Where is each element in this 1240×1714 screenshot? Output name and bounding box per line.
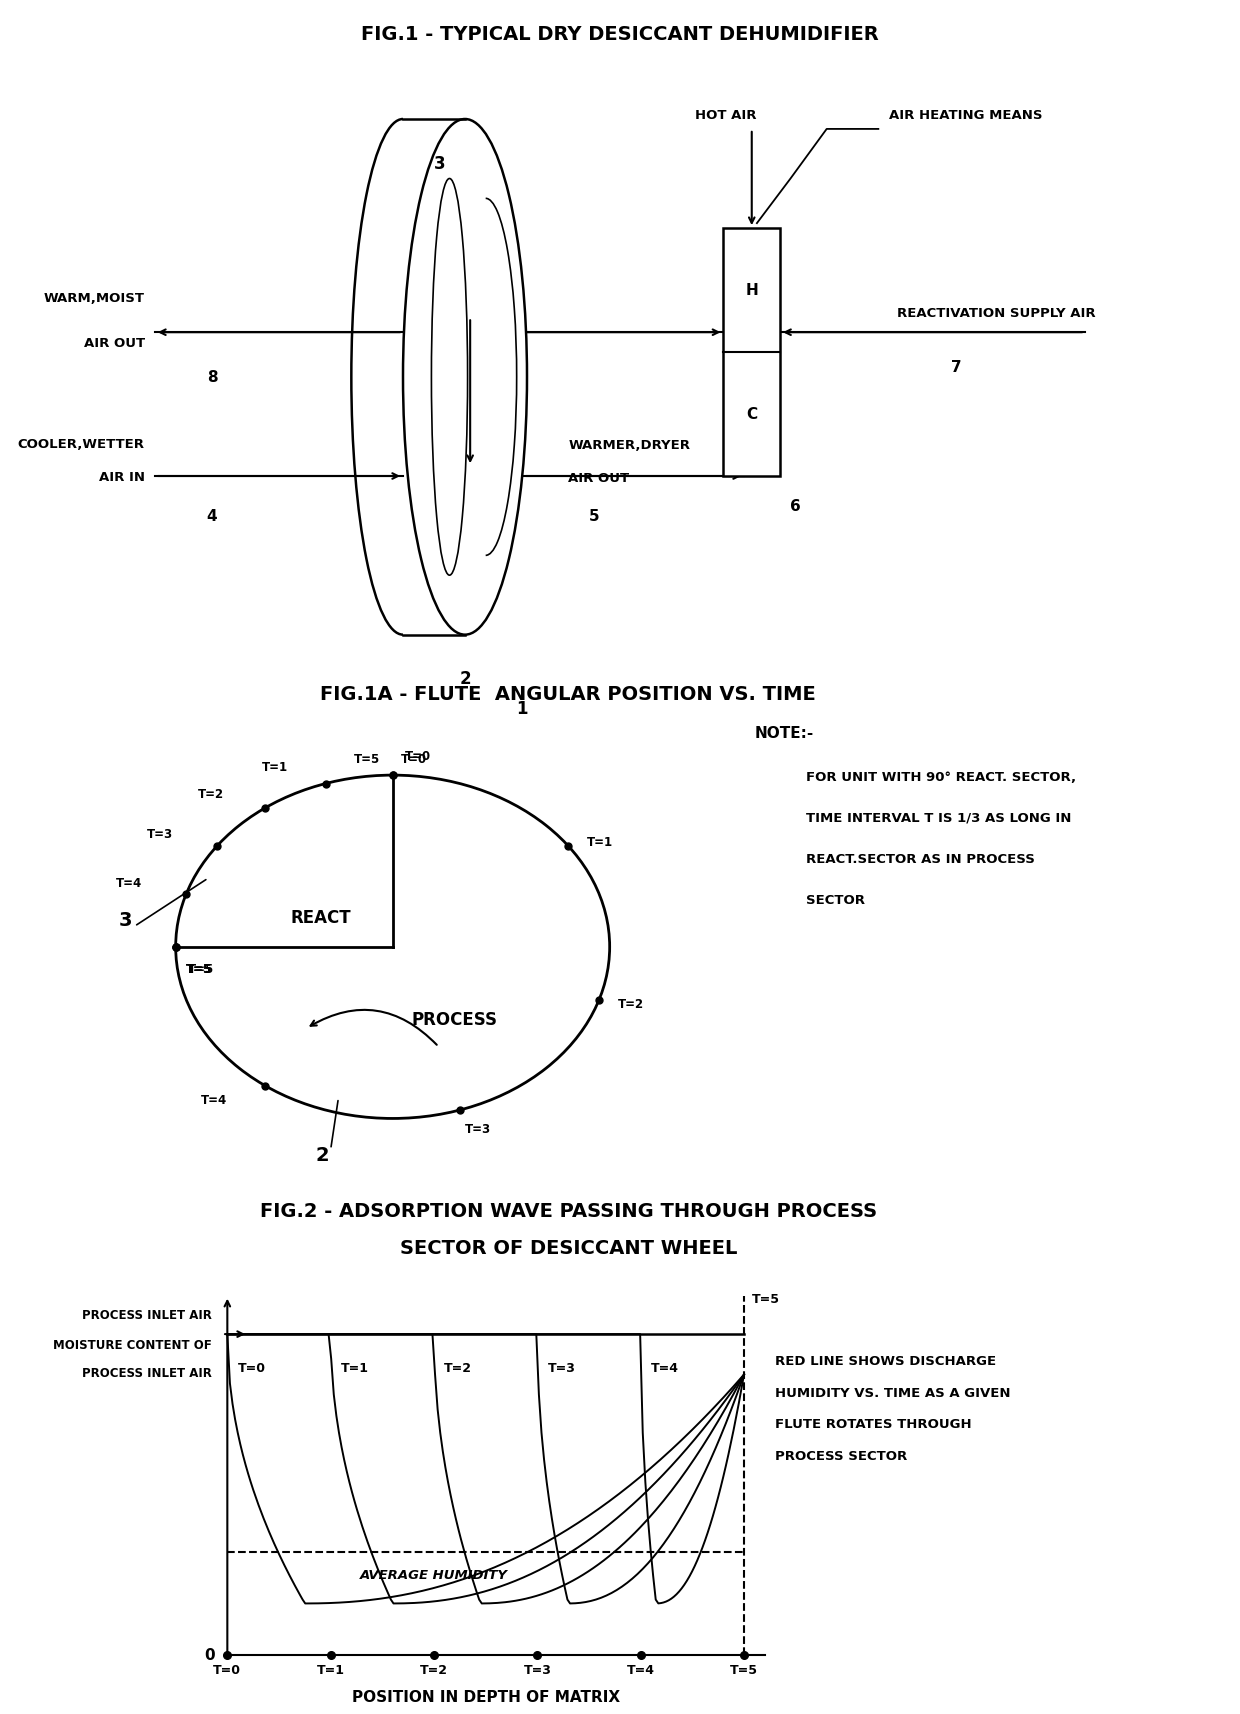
Text: 6: 6 — [791, 499, 801, 514]
Text: 4: 4 — [207, 509, 217, 524]
Ellipse shape — [403, 118, 527, 634]
Text: T=1: T=1 — [341, 1363, 370, 1375]
Text: T=5: T=5 — [188, 963, 215, 975]
Text: PROCESS: PROCESS — [412, 1011, 497, 1030]
Text: C: C — [746, 406, 758, 422]
Text: 0: 0 — [205, 1649, 216, 1663]
Text: FLUTE ROTATES THROUGH: FLUTE ROTATES THROUGH — [775, 1417, 972, 1431]
Text: FIG.1 - TYPICAL DRY DESICCANT DEHUMIDIFIER: FIG.1 - TYPICAL DRY DESICCANT DEHUMIDIFI… — [361, 24, 879, 45]
Text: T=3: T=3 — [548, 1363, 575, 1375]
Ellipse shape — [176, 775, 610, 1119]
Text: WARMER,DRYER: WARMER,DRYER — [568, 439, 691, 452]
Text: POSITION IN DEPTH OF MATRIX: POSITION IN DEPTH OF MATRIX — [352, 1690, 620, 1705]
Text: T=3: T=3 — [465, 1123, 491, 1136]
Text: T=1: T=1 — [587, 836, 613, 848]
Text: 3: 3 — [434, 154, 445, 173]
Bar — [723, 228, 780, 476]
Text: NOTE:-: NOTE:- — [754, 727, 813, 740]
Text: T=2: T=2 — [444, 1363, 472, 1375]
Text: PROCESS SECTOR: PROCESS SECTOR — [775, 1450, 908, 1462]
Text: 2: 2 — [315, 1147, 329, 1166]
Text: SECTOR OF DESICCANT WHEEL: SECTOR OF DESICCANT WHEEL — [399, 1239, 737, 1258]
Text: HUMIDITY VS. TIME AS A GIVEN: HUMIDITY VS. TIME AS A GIVEN — [775, 1387, 1011, 1400]
Text: T=5: T=5 — [186, 963, 212, 975]
Text: AVERAGE HUMIDITY: AVERAGE HUMIDITY — [360, 1568, 508, 1582]
Text: T=5: T=5 — [353, 752, 379, 766]
Text: PROCESS INLET AIR: PROCESS INLET AIR — [82, 1309, 212, 1321]
Text: 2: 2 — [460, 670, 471, 689]
Text: AIR IN: AIR IN — [99, 471, 145, 483]
Text: T=3: T=3 — [146, 828, 172, 840]
Text: T=2: T=2 — [420, 1664, 448, 1678]
Text: 3: 3 — [119, 912, 133, 931]
Text: RED LINE SHOWS DISCHARGE: RED LINE SHOWS DISCHARGE — [775, 1356, 996, 1368]
Text: T=4: T=4 — [117, 878, 143, 890]
Text: AIR OUT: AIR OUT — [568, 471, 630, 485]
Text: WARM,MOIST: WARM,MOIST — [43, 293, 145, 305]
Text: SECTOR: SECTOR — [806, 893, 866, 907]
Text: FIG.1A - FLUTE  ANGULAR POSITION VS. TIME: FIG.1A - FLUTE ANGULAR POSITION VS. TIME — [320, 686, 816, 704]
Text: T=4: T=4 — [626, 1664, 655, 1678]
Text: T=5: T=5 — [730, 1664, 758, 1678]
Text: T=5: T=5 — [753, 1292, 780, 1306]
Text: REACT: REACT — [290, 908, 351, 927]
Text: REACT.SECTOR AS IN PROCESS: REACT.SECTOR AS IN PROCESS — [806, 854, 1035, 866]
Text: T=0: T=0 — [213, 1664, 242, 1678]
Text: FOR UNIT WITH 90° REACT. SECTOR,: FOR UNIT WITH 90° REACT. SECTOR, — [806, 771, 1076, 783]
Text: T=0: T=0 — [405, 751, 432, 763]
Text: AIR HEATING MEANS: AIR HEATING MEANS — [889, 110, 1042, 122]
Text: T=0: T=0 — [238, 1363, 265, 1375]
Text: T=0: T=0 — [401, 752, 427, 766]
Text: H: H — [745, 283, 758, 298]
Text: T=1: T=1 — [316, 1664, 345, 1678]
Text: T=4: T=4 — [201, 1094, 227, 1107]
Text: MOISTURE CONTENT OF: MOISTURE CONTENT OF — [53, 1339, 212, 1352]
Text: FIG.2 - ADSORPTION WAVE PASSING THROUGH PROCESS: FIG.2 - ADSORPTION WAVE PASSING THROUGH … — [259, 1202, 877, 1220]
Text: T=2: T=2 — [618, 998, 644, 1011]
Text: COOLER,WETTER: COOLER,WETTER — [17, 439, 145, 451]
Text: 7: 7 — [951, 360, 961, 375]
Text: 8: 8 — [207, 370, 217, 386]
Text: 1: 1 — [517, 699, 528, 718]
Text: T=3: T=3 — [523, 1664, 552, 1678]
Text: TIME INTERVAL T IS 1/3 AS LONG IN: TIME INTERVAL T IS 1/3 AS LONG IN — [806, 812, 1071, 824]
Text: T=1: T=1 — [262, 761, 288, 775]
Text: T=5: T=5 — [186, 963, 212, 975]
Text: AIR OUT: AIR OUT — [83, 338, 145, 350]
Text: 5: 5 — [589, 509, 600, 524]
Text: HOT AIR: HOT AIR — [694, 110, 756, 122]
Text: PROCESS INLET AIR: PROCESS INLET AIR — [82, 1368, 212, 1380]
Text: T=2: T=2 — [198, 788, 224, 800]
Text: REACTIVATION SUPPLY AIR: REACTIVATION SUPPLY AIR — [897, 307, 1095, 321]
Text: T=4: T=4 — [651, 1363, 680, 1375]
